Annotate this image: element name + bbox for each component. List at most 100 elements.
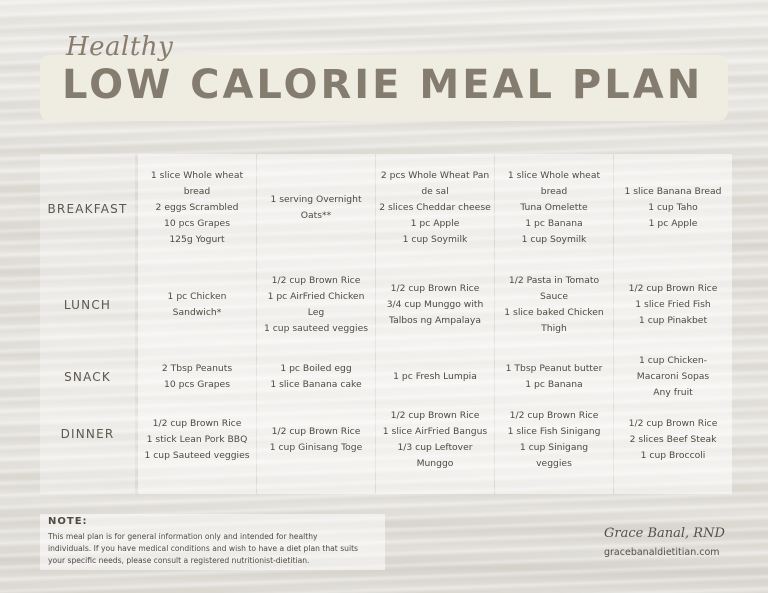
row-label-snack: SNACK [64, 370, 111, 384]
meal-item: 1 pc Banana [525, 218, 583, 229]
meal-item: Any fruit [653, 387, 693, 398]
meal-item: 1 cup Chicken- [638, 355, 708, 366]
meal-item: 1 cup Sinigang [519, 442, 589, 453]
meal-item: 1/2 cup Brown Rice [390, 283, 480, 294]
meal-item: 1 cup Soymilk [521, 234, 587, 245]
note-line: This meal plan is for general informatio… [48, 532, 318, 541]
meal-cell-dinner: 1/2 cup Brown Rice 1 stick Lean Pork BBQ 1… [138, 416, 256, 464]
title-banner [40, 55, 728, 121]
meal-item: bread [183, 186, 211, 197]
meal-item: 1/2 cup Brown Rice [390, 410, 480, 421]
row-label-lunch: LUNCH [63, 298, 112, 312]
day-column-3 [376, 154, 494, 494]
meal-item: 1 cup Soymilk [402, 234, 468, 245]
meal-item: 1 Tbsp Peanut butter [505, 363, 603, 374]
meal-item: Oats** [300, 210, 332, 221]
note-line: individuals. If you have medical conditi… [48, 544, 359, 553]
day-column-5 [614, 154, 732, 494]
meal-item: 1 pc Boiled egg [280, 363, 352, 374]
meal-item: Thigh [541, 323, 567, 334]
meal-item: 1 pc Banana [525, 379, 583, 390]
row-label-dinner: DINNER [60, 427, 115, 441]
note-text: This meal plan is for general informatio… [48, 531, 383, 567]
meal-item: de sal [421, 186, 449, 197]
meal-item: Leg [307, 307, 325, 318]
meal-item: 125g Yogurt [169, 234, 225, 245]
meal-item: 1/2 cup Brown Rice [509, 410, 599, 421]
note-line: your specific needs, please consult a re… [48, 556, 310, 565]
meal-item: 1 slice Fried Fish [635, 299, 711, 310]
meal-item: 3/4 cup Munggo with [386, 299, 484, 310]
signature-name: Grace Banal, RND [604, 526, 725, 541]
meal-item: 1 slice Fish Sinigang [507, 426, 601, 437]
meal-item: 2 pcs Whole Wheat Pan [380, 170, 490, 181]
meal-cell-snack: 1 pc Boiled egg 1 slice Banana cake [257, 361, 375, 393]
meal-item: 1 cup Taho [648, 202, 698, 213]
meal-cell-dinner: 1/2 cup Brown Rice 1 cup Ginisang Toge [257, 424, 375, 456]
signature-website: gracebanaldietitian.com [604, 547, 720, 558]
note-title: NOTE: [48, 516, 88, 527]
meal-item: 1 slice AirFried Bangus [382, 426, 488, 437]
note-box [40, 514, 385, 570]
day-column-4 [495, 154, 613, 494]
meal-cell-breakfast: 1 serving Overnight Oats** [257, 192, 375, 224]
meal-item: Munggo [416, 458, 454, 469]
meal-item: 1/3 cup Leftover [397, 442, 473, 453]
meal-item: Sandwich* [172, 307, 222, 318]
meal-item: veggies [536, 458, 572, 469]
meal-item: 1 pc AirFried Chicken [267, 291, 365, 302]
meal-item: 1/2 cup Brown Rice [271, 275, 361, 286]
meal-item: 1/2 cup Brown Rice [628, 283, 718, 294]
meal-item: 1 pc Apple [648, 218, 698, 229]
meal-item: 1 cup Pinakbet [638, 315, 708, 326]
meal-cell-lunch: 1/2 cup Brown Rice 3/4 cup Munggo with Tal… [376, 281, 494, 329]
title-script: Healthy [66, 32, 174, 62]
meal-item: 10 pcs Grapes [164, 379, 230, 390]
meal-cell-breakfast: 1 slice Banana Bread 1 cup Taho 1 pc Apple [614, 184, 732, 232]
meal-cell-snack: 2 Tbsp Peanuts 10 pcs Grapes [138, 361, 256, 393]
day-column-2 [257, 154, 375, 494]
meal-item: 2 slices Beef Steak [629, 434, 717, 445]
row-label-breakfast: BREAKFAST [47, 202, 128, 216]
meal-cell-breakfast: 1 slice Whole wheat bread 2 eggs Scrambled… [138, 168, 256, 248]
meal-cell-lunch: 1/2 Pasta in Tomato Sauce 1 slice baked Ch… [495, 273, 613, 337]
meal-item: 2 Tbsp Peanuts [161, 363, 233, 374]
meal-cell-lunch: 1 pc Chicken Sandwich* [138, 289, 256, 321]
meal-cell-breakfast: 1 slice Whole wheat bread Tuna Omelette 1 p… [495, 168, 613, 248]
meal-cell-snack: 1 Tbsp Peanut butter 1 pc Banana [495, 361, 613, 393]
day-column-1 [138, 154, 256, 494]
meal-item: 1 stick Lean Pork BBQ [146, 434, 248, 445]
meal-item: 1 cup Broccoli [640, 450, 706, 461]
meal-item: 2 eggs Scrambled [155, 202, 239, 213]
meal-cell-dinner: 1/2 cup Brown Rice 1 slice Fish Sinigang 1… [495, 408, 613, 472]
meal-cell-lunch: 1/2 cup Brown Rice 1 pc AirFried Chicken L… [257, 273, 375, 337]
meal-item: 1 slice Banana cake [270, 379, 362, 390]
meal-item: 1 slice baked Chicken [504, 307, 604, 318]
meal-item: Macaroni Sopas [636, 371, 710, 382]
meal-item: 1/2 cup Brown Rice [628, 418, 718, 429]
meal-item: 1 serving Overnight [270, 194, 362, 205]
meal-item: 1/2 cup Brown Rice [271, 426, 361, 437]
meal-item: 1 pc Chicken [167, 291, 227, 302]
meal-item: 1 cup sauteed veggies [263, 323, 369, 334]
meal-cell-snack: 1 cup Chicken- Macaroni Sopas Any fruit [614, 353, 732, 401]
meal-cell-dinner: 1/2 cup Brown Rice 1 slice AirFried Bangu… [376, 408, 494, 472]
page-title: LOW CALORIE MEAL PLAN [62, 62, 704, 108]
meal-item: 1 slice Whole wheat [507, 170, 601, 181]
meal-item: 1/2 Pasta in Tomato [508, 275, 600, 286]
row-label-column [40, 154, 135, 494]
meal-item: 1 cup Ginisang Toge [269, 442, 363, 453]
meal-item: 1 pc Apple [410, 218, 460, 229]
meal-item: Sauce [540, 291, 568, 302]
meal-item: 1 pc Fresh Lumpia [393, 371, 477, 382]
meal-cell-snack: 1 pc Fresh Lumpia [376, 369, 494, 385]
meal-item: 1 slice Banana Bread [624, 186, 722, 197]
meal-item: Tuna Omelette [520, 202, 588, 213]
meal-item: 1 slice Whole wheat [150, 170, 244, 181]
meal-item: 10 pcs Grapes [164, 218, 230, 229]
meal-item: bread [540, 186, 568, 197]
meal-cell-dinner: 1/2 cup Brown Rice 2 slices Beef Steak 1 c… [614, 416, 732, 464]
meal-item: Talbos ng Ampalaya [389, 315, 481, 326]
meal-item: 2 slices Cheddar cheese [379, 202, 491, 213]
meal-item: 1/2 cup Brown Rice [152, 418, 242, 429]
